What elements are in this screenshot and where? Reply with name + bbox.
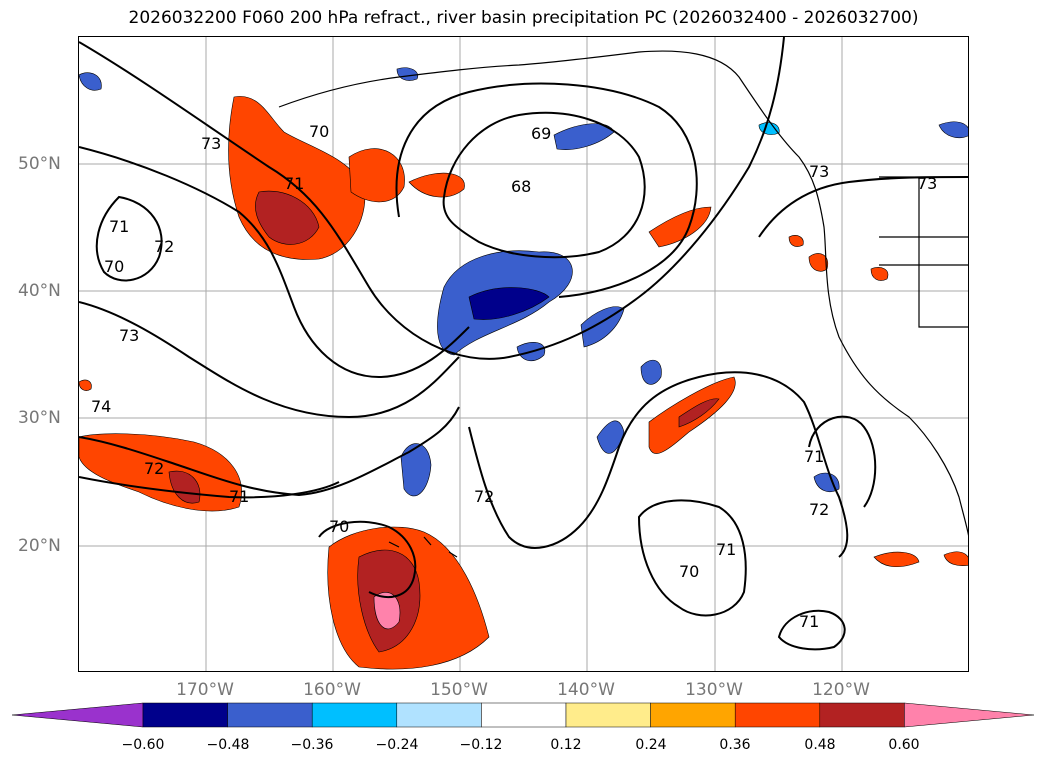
graticule <box>79 37 968 671</box>
colorbar-extend-min <box>12 702 144 728</box>
contour-label: 70 <box>329 517 349 536</box>
colorbar-tick: 0.12 <box>550 737 582 753</box>
colorbar-segment <box>481 702 567 728</box>
colorbar-tick: −0.60 <box>121 737 165 753</box>
colorbar-segment <box>734 702 821 728</box>
contour-label: 74 <box>91 397 111 416</box>
colorbar-segment <box>396 702 482 728</box>
colorbar-segment <box>142 702 228 728</box>
contour-label: 72 <box>154 237 174 256</box>
contour-label: 71 <box>716 540 736 559</box>
lon-label: 170°W <box>176 680 234 700</box>
colorbar-segment <box>565 702 651 728</box>
lon-label: 120°W <box>812 680 870 700</box>
contour-label: 72 <box>809 500 829 519</box>
lat-label: 40°N <box>18 281 61 301</box>
contour-label: 70 <box>309 122 329 141</box>
contour-label: 71 <box>799 612 819 631</box>
coastlines <box>278 50 968 558</box>
map-panel: 73 70 71 69 68 73 73 71 72 70 73 74 72 7… <box>78 36 969 672</box>
contour-label: 68 <box>511 177 531 196</box>
colorbar-segment <box>650 702 736 728</box>
positive-pc-areas <box>79 96 968 670</box>
colorbar-tick: 0.24 <box>635 737 667 753</box>
lon-label: 160°W <box>303 680 361 700</box>
contour-label: 73 <box>809 162 829 181</box>
contour-label: 71 <box>229 487 249 506</box>
colorbar-tick: 0.36 <box>719 737 751 753</box>
contour-label: 73 <box>917 174 937 193</box>
colorbar-tick: −0.36 <box>290 737 334 753</box>
colorbar <box>12 702 1035 728</box>
lon-label: 140°W <box>557 680 615 700</box>
map-title: 2026032200 F060 200 hPa refract., river … <box>128 8 919 28</box>
colorbar-tick: 0.60 <box>888 737 920 753</box>
map-canvas: 73 70 71 69 68 73 73 71 72 70 73 74 72 7… <box>79 37 968 671</box>
contour-label: 70 <box>104 257 124 276</box>
contour-label: 73 <box>119 326 139 345</box>
contour-label: 73 <box>201 134 221 153</box>
contour-label: 72 <box>474 487 494 506</box>
lat-label: 20°N <box>18 536 61 556</box>
contour-labels: 73 70 71 69 68 73 73 71 72 70 73 74 72 7… <box>91 122 937 631</box>
lat-label: 30°N <box>18 408 61 428</box>
colorbar-tick: −0.12 <box>459 737 503 753</box>
contour-label: 71 <box>284 174 304 193</box>
negative-pc-areas <box>79 67 968 497</box>
lon-label: 130°W <box>685 680 743 700</box>
colorbar-segment <box>227 702 313 728</box>
colorbar-extend-max <box>904 702 1035 728</box>
contour-label: 72 <box>144 459 164 478</box>
colorbar-tick: 0.48 <box>804 737 836 753</box>
contour-label: 70 <box>679 562 699 581</box>
lon-label: 150°W <box>430 680 488 700</box>
contour-label: 69 <box>531 124 551 143</box>
contour-label: 71 <box>109 217 129 236</box>
lat-label: 50°N <box>18 154 61 174</box>
colorbar-segment <box>311 702 398 728</box>
contour-label: 71 <box>804 447 824 466</box>
refractivity-contours <box>79 37 968 651</box>
colorbar-segment <box>819 702 905 728</box>
colorbar-tick: −0.48 <box>206 737 250 753</box>
colorbar-tick: −0.24 <box>375 737 419 753</box>
